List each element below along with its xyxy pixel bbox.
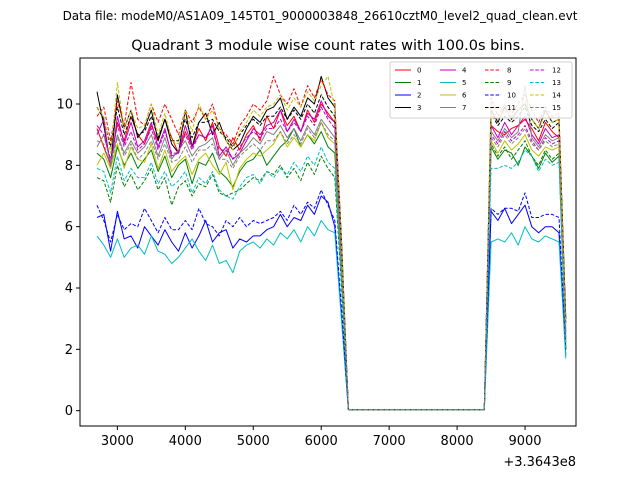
series-line-5	[96, 220, 567, 411]
axes-frame	[79, 57, 577, 427]
legend-label-5: 5	[462, 79, 466, 87]
x-tick-label: 9000	[508, 434, 541, 449]
y-tick-label: 8	[65, 159, 73, 174]
y-tick-label: 0	[65, 404, 73, 419]
x-tick-label: 8000	[441, 434, 474, 449]
x-tick-label: 3000	[101, 434, 134, 449]
series-line-8	[96, 75, 567, 411]
legend-label-13: 13	[552, 79, 561, 87]
axis-ticks: 3000 4000 5000 6000 7000 8000 9000 0 2 4 6 8 10	[56, 98, 541, 450]
x-tick-label: 7000	[373, 434, 406, 449]
legend-label-2: 2	[417, 92, 421, 100]
legend-label-0: 0	[417, 67, 421, 75]
x-offset-label: +3.3643e8	[503, 455, 576, 470]
figure-suptitle: Data file: modeM0/AS1A09_145T01_90000038…	[63, 9, 578, 23]
series-line-10	[96, 189, 567, 411]
x-tick-label: 5000	[237, 434, 270, 449]
legend-label-11: 11	[507, 104, 516, 112]
legend-label-7: 7	[462, 104, 466, 112]
x-tick-label: 6000	[305, 434, 338, 449]
legend-box	[389, 61, 573, 119]
legend-label-3: 3	[417, 104, 421, 112]
legend-label-8: 8	[507, 67, 511, 75]
legend-label-15: 15	[552, 104, 561, 112]
y-tick-label: 2	[65, 343, 73, 358]
legend-label-4: 4	[462, 67, 467, 75]
y-tick-label: 10	[56, 98, 73, 113]
legend-label-14: 14	[552, 92, 561, 100]
series-line-15	[96, 121, 567, 411]
chart-title: Quadrant 3 module wise count rates with …	[131, 38, 525, 54]
legend-label-12: 12	[552, 67, 561, 75]
legend-label-6: 6	[462, 92, 467, 100]
legend-label-10: 10	[507, 92, 516, 100]
y-tick-label: 4	[65, 282, 73, 297]
series-line-7	[96, 85, 567, 411]
legend-label-1: 1	[417, 79, 421, 87]
y-tick-label: 6	[65, 220, 73, 235]
legend-label-9: 9	[507, 79, 511, 87]
plot-area	[96, 75, 567, 411]
x-tick-label: 4000	[169, 434, 202, 449]
